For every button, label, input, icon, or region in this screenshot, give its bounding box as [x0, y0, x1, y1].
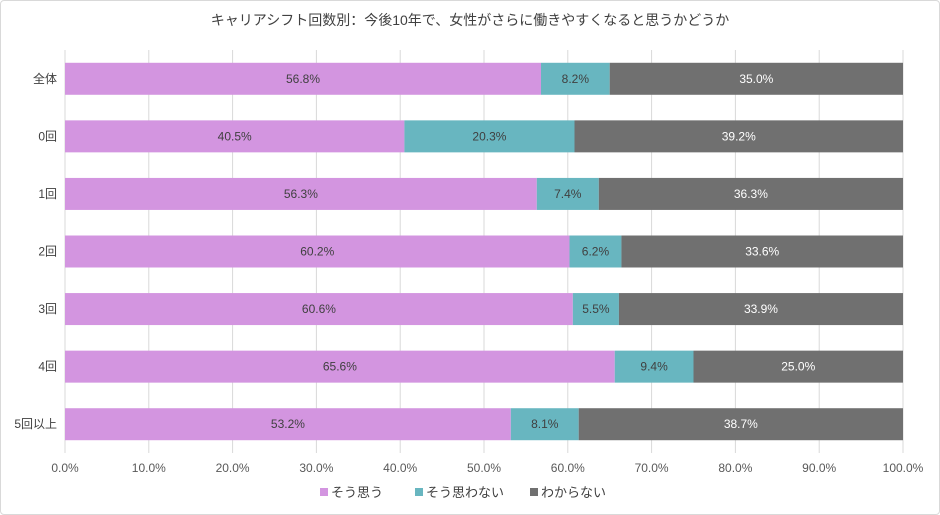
- bar-segment: [540, 62, 610, 95]
- bar-segment: [598, 177, 903, 210]
- data-label: 5.5%: [582, 302, 610, 316]
- data-label: 56.3%: [284, 187, 318, 201]
- legend-swatch: [530, 488, 538, 496]
- data-label: 6.2%: [582, 245, 610, 259]
- data-label: 20.3%: [472, 129, 506, 143]
- legend-label: そう思う: [331, 485, 383, 500]
- data-label: 38.7%: [724, 417, 758, 431]
- x-tick-label: 10.0%: [132, 461, 166, 475]
- bar-segment: [65, 350, 615, 383]
- data-label: 25.0%: [781, 360, 815, 374]
- data-label: 8.1%: [531, 417, 559, 431]
- x-tick-label: 100.0%: [883, 461, 924, 475]
- bar-segment: [65, 177, 537, 210]
- bar-segment: [65, 408, 511, 441]
- bar-segment: [536, 177, 599, 210]
- bar-segment: [621, 235, 903, 268]
- bar-segment: [574, 120, 903, 153]
- bar-segment: [404, 120, 575, 153]
- bar-segment: [618, 293, 903, 326]
- x-tick-label: 50.0%: [467, 461, 501, 475]
- category-label: 2回: [38, 245, 57, 259]
- data-label: 35.0%: [739, 72, 773, 86]
- x-tick-label: 90.0%: [802, 461, 836, 475]
- x-tick-label: 40.0%: [383, 461, 417, 475]
- data-label: 7.4%: [554, 187, 582, 201]
- data-label: 40.5%: [218, 129, 252, 143]
- bar-segment: [614, 350, 694, 383]
- data-label: 8.2%: [562, 72, 590, 86]
- chart-title: キャリアシフト回数別：今後10年で、女性がさらに働きやすくなると思うかどうか: [211, 12, 729, 28]
- data-label: 53.2%: [271, 417, 305, 431]
- data-label: 36.3%: [734, 187, 768, 201]
- data-label: 56.8%: [286, 72, 320, 86]
- data-label: 9.4%: [640, 360, 668, 374]
- bar-segment: [65, 235, 570, 268]
- category-label: 1回: [38, 187, 57, 201]
- legend-label: わからない: [541, 485, 606, 500]
- bar-segment: [510, 408, 579, 441]
- data-label: 33.6%: [745, 245, 779, 259]
- legend-swatch: [320, 488, 328, 496]
- bar-segment: [65, 120, 405, 153]
- bar-segment: [609, 62, 903, 95]
- category-label: 0回: [38, 129, 57, 143]
- data-label: 65.6%: [323, 360, 357, 374]
- category-label: 4回: [38, 360, 57, 374]
- bar-segment: [572, 293, 619, 326]
- x-tick-label: 80.0%: [718, 461, 752, 475]
- bar-segment: [693, 350, 903, 383]
- x-tick-label: 20.0%: [216, 461, 250, 475]
- x-tick-label: 0.0%: [51, 461, 79, 475]
- category-label: 3回: [38, 302, 57, 316]
- legend-label: そう思わない: [426, 485, 504, 500]
- bar-segment: [65, 62, 541, 95]
- data-label: 60.6%: [302, 302, 336, 316]
- x-tick-label: 60.0%: [551, 461, 585, 475]
- category-label: 5回以上: [14, 417, 57, 431]
- category-label: 全体: [33, 71, 57, 86]
- data-label: 33.9%: [744, 302, 778, 316]
- x-tick-label: 70.0%: [635, 461, 669, 475]
- legend-swatch: [415, 488, 423, 496]
- data-label: 60.2%: [300, 245, 334, 259]
- bar-segment: [569, 235, 622, 268]
- bar-segment: [578, 408, 903, 441]
- bar-segment: [65, 293, 573, 326]
- data-label: 39.2%: [722, 129, 756, 143]
- x-tick-label: 30.0%: [299, 461, 333, 475]
